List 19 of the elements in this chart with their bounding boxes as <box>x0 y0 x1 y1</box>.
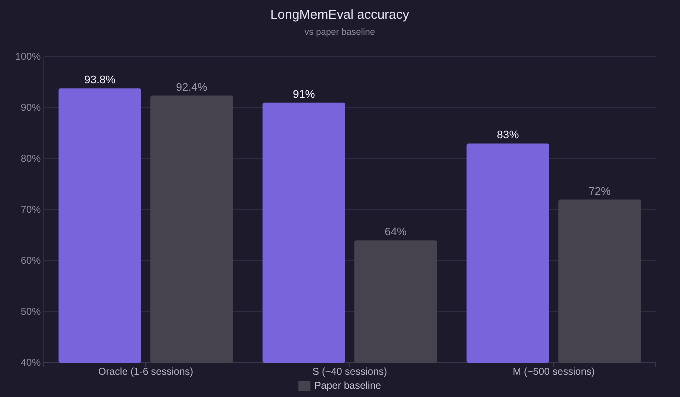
data-label: 83% <box>497 130 520 142</box>
y-tick-label: 70% <box>20 205 42 216</box>
legend-label: Paper baseline <box>314 381 382 392</box>
chart-subtitle: vs paper baseline <box>304 27 376 37</box>
y-tick-label: 50% <box>20 307 42 318</box>
x-tick-label: S (~40 sessions) <box>312 367 388 378</box>
data-label: 92.4% <box>176 82 208 94</box>
y-tick-label: 90% <box>20 103 42 114</box>
chart-title: LongMemEval accuracy <box>270 7 410 22</box>
x-tick-label: Oracle (1-6 sessions) <box>98 367 194 378</box>
data-label: 64% <box>384 226 408 239</box>
data-label: 93.8% <box>84 74 116 87</box>
data-label: 91% <box>293 88 316 101</box>
y-tick-label: 60% <box>20 256 42 268</box>
y-tick-label: 100% <box>15 52 42 64</box>
y-tick-label: 40% <box>20 358 42 370</box>
x-tick-label: M (~500 sessions) <box>513 367 595 378</box>
y-tick-label: 80% <box>20 154 42 166</box>
data-label: 72% <box>588 186 612 198</box>
